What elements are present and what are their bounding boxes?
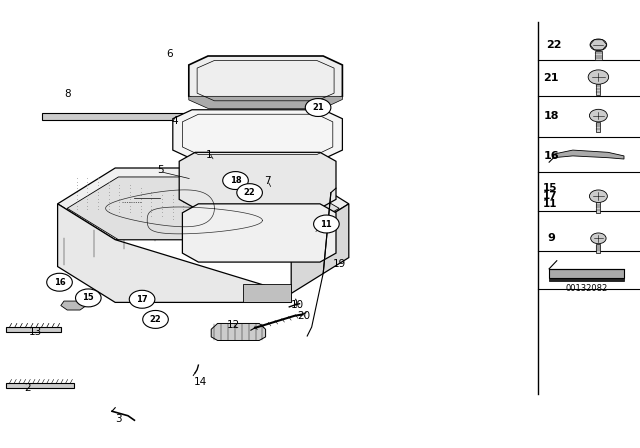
Polygon shape: [182, 204, 336, 262]
Bar: [596, 84, 600, 95]
Text: 8: 8: [64, 89, 70, 99]
Polygon shape: [6, 383, 74, 388]
Polygon shape: [549, 278, 624, 281]
Polygon shape: [67, 177, 339, 240]
Polygon shape: [61, 301, 86, 310]
Bar: [595, 51, 602, 60]
Circle shape: [589, 109, 607, 122]
Text: 20: 20: [298, 311, 310, 321]
Text: 9: 9: [547, 233, 555, 243]
Text: 6: 6: [166, 49, 173, 59]
Polygon shape: [192, 114, 256, 161]
Polygon shape: [6, 327, 61, 332]
Polygon shape: [179, 152, 336, 208]
Text: 16: 16: [54, 278, 65, 287]
Polygon shape: [189, 96, 342, 108]
Polygon shape: [554, 150, 624, 159]
Text: 14: 14: [194, 377, 207, 387]
Circle shape: [591, 233, 606, 244]
Text: 22: 22: [244, 188, 255, 197]
Text: 11: 11: [321, 220, 332, 228]
Text: 3: 3: [115, 414, 122, 424]
Text: 17: 17: [136, 295, 148, 304]
Text: 4: 4: [172, 116, 178, 126]
Bar: [596, 202, 600, 213]
Polygon shape: [243, 284, 291, 302]
Text: 15: 15: [543, 183, 557, 193]
Text: 7: 7: [264, 177, 271, 186]
Circle shape: [590, 39, 607, 51]
Circle shape: [314, 215, 339, 233]
Circle shape: [76, 289, 101, 307]
Circle shape: [237, 184, 262, 202]
Text: 21: 21: [312, 103, 324, 112]
Text: 10: 10: [291, 300, 304, 310]
Polygon shape: [291, 204, 349, 293]
Text: 1: 1: [206, 150, 212, 159]
Polygon shape: [58, 168, 349, 240]
Bar: [596, 122, 600, 132]
Text: 18: 18: [230, 176, 241, 185]
Text: 19: 19: [333, 259, 346, 269]
Text: 11: 11: [543, 199, 557, 209]
Text: 22: 22: [547, 40, 562, 50]
Text: 16: 16: [543, 151, 559, 161]
Text: 15: 15: [83, 293, 94, 302]
Text: 5: 5: [157, 165, 163, 175]
Polygon shape: [211, 323, 266, 340]
Bar: [596, 244, 600, 253]
Polygon shape: [549, 269, 624, 278]
Polygon shape: [173, 110, 342, 159]
Text: 21: 21: [543, 73, 559, 83]
Text: 2: 2: [24, 383, 31, 392]
Polygon shape: [42, 113, 195, 120]
Circle shape: [223, 172, 248, 190]
Circle shape: [47, 273, 72, 291]
Text: 22: 22: [150, 315, 161, 324]
Polygon shape: [58, 204, 291, 302]
Circle shape: [588, 70, 609, 84]
Polygon shape: [189, 56, 342, 105]
Circle shape: [305, 99, 331, 116]
Circle shape: [129, 290, 155, 308]
Text: 17: 17: [543, 191, 557, 201]
Text: 13: 13: [29, 327, 42, 337]
Circle shape: [143, 310, 168, 328]
Circle shape: [589, 190, 607, 202]
Text: 12: 12: [227, 320, 240, 330]
Text: 18: 18: [543, 112, 559, 121]
Text: 00132082: 00132082: [566, 284, 608, 293]
